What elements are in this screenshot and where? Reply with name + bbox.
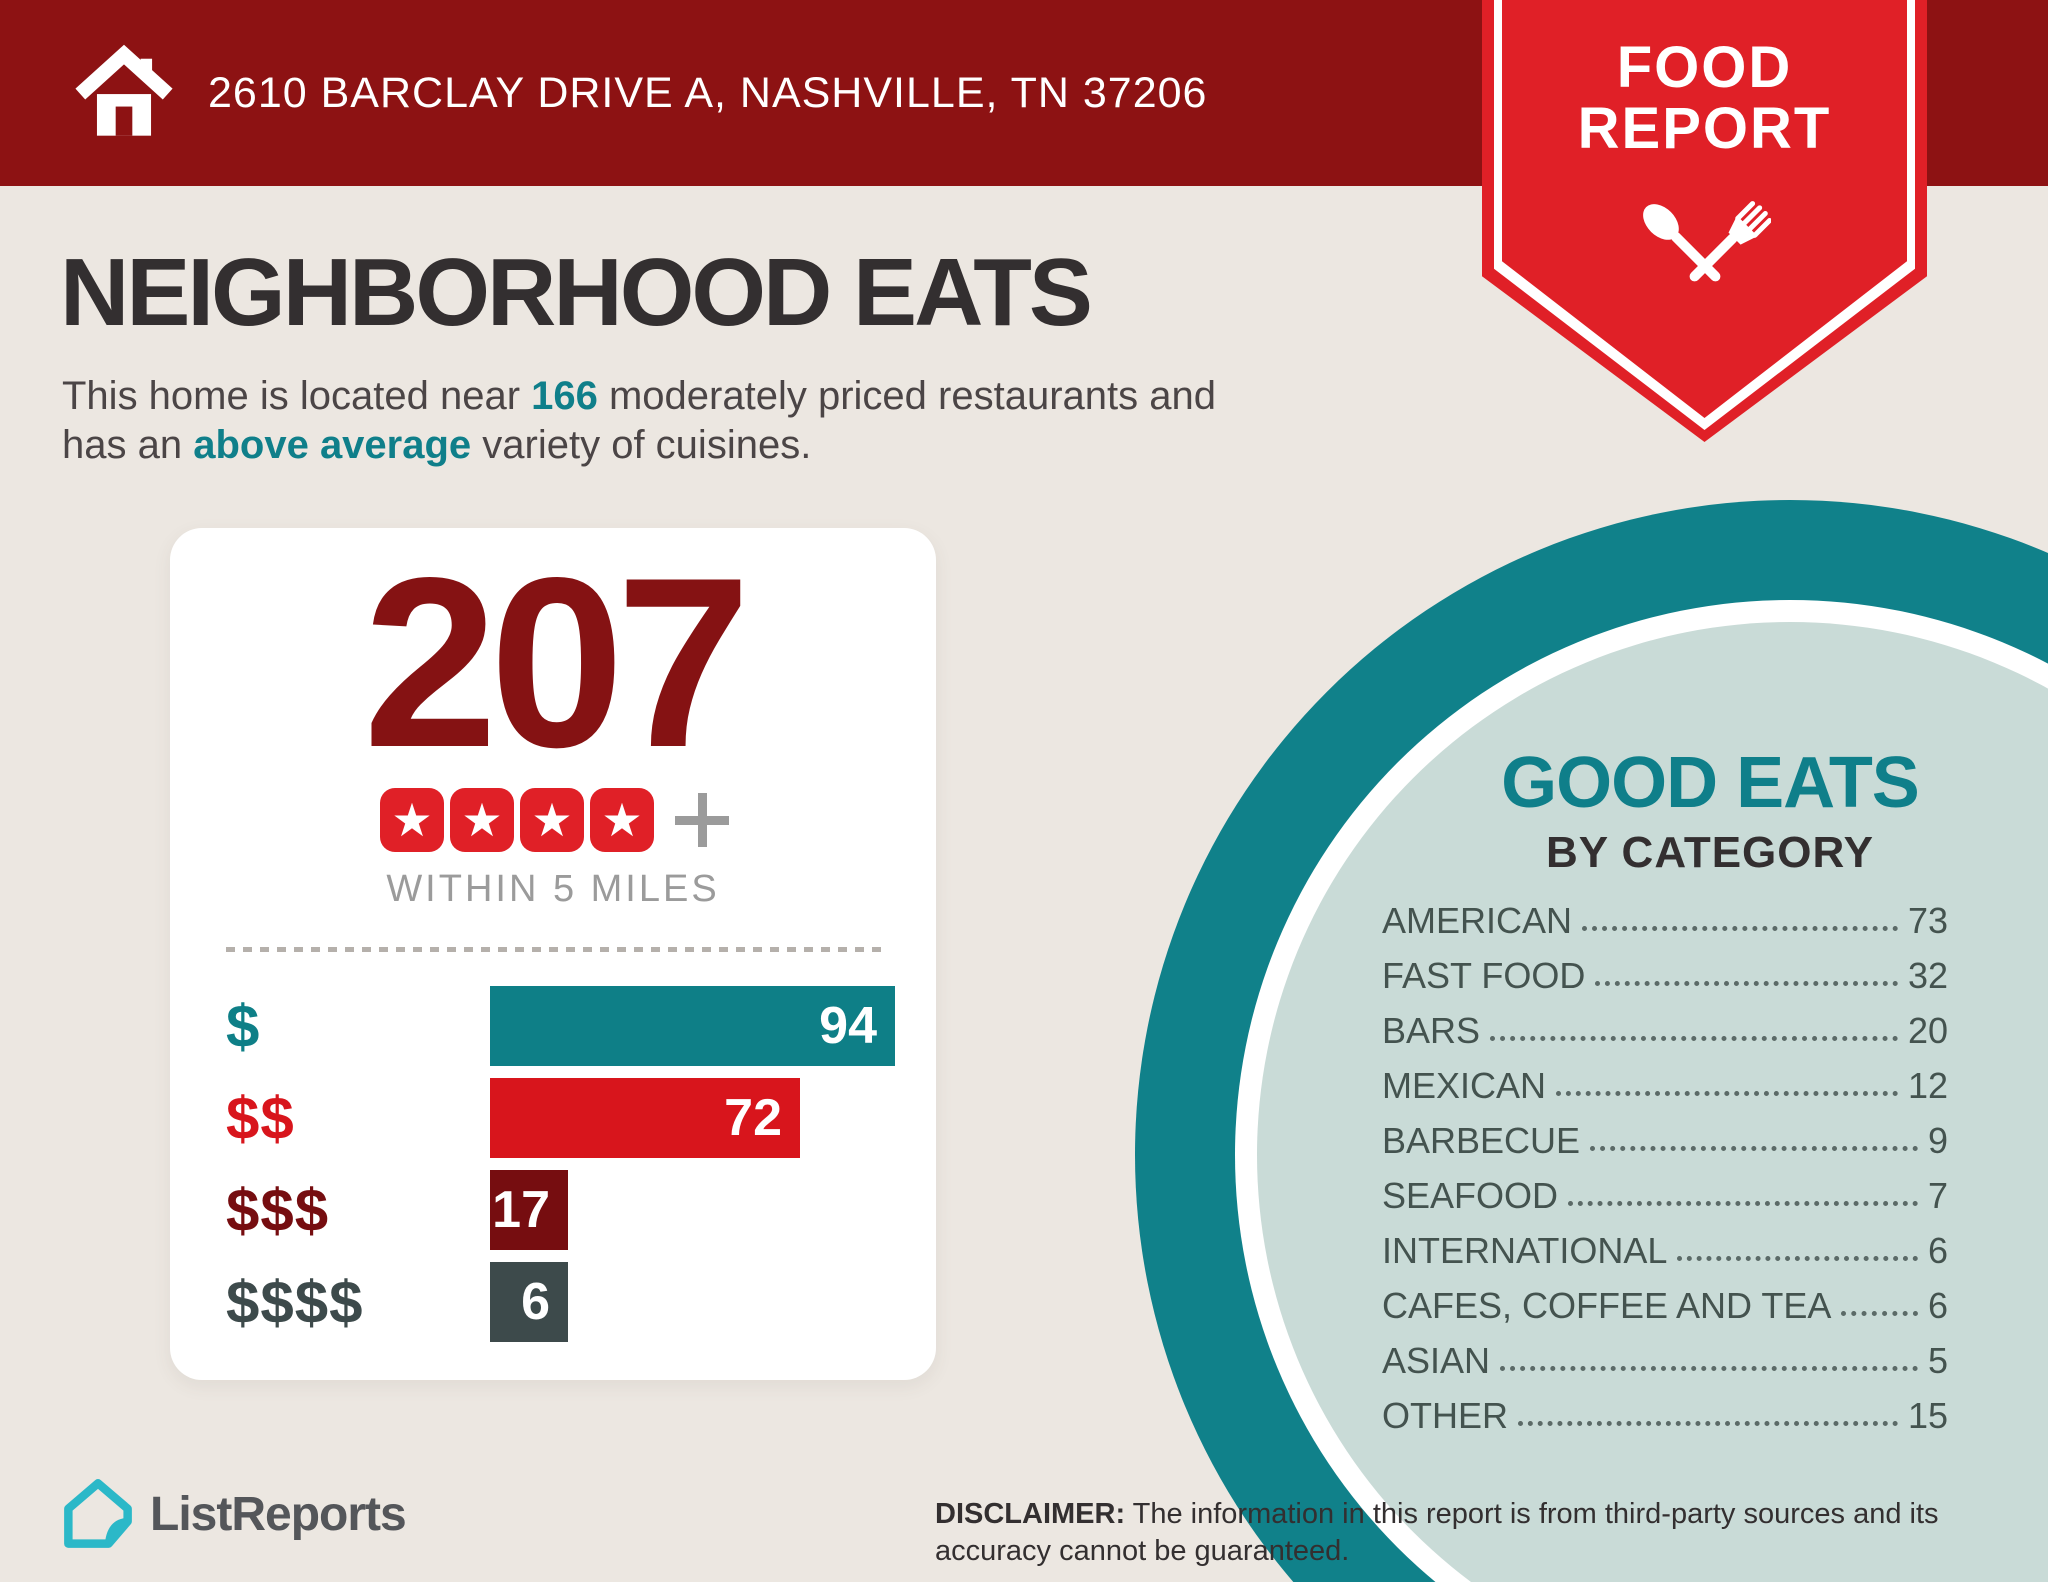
category-value: 5 bbox=[1927, 1340, 1948, 1381]
star-icon: ★ bbox=[450, 788, 514, 852]
price-level-label: $ bbox=[226, 992, 261, 1060]
price-level-label: $$$ bbox=[226, 1176, 330, 1244]
brand-name: ListReports bbox=[150, 1487, 407, 1541]
property-address: 2610 BARCLAY DRIVE A, NASHVILLE, TN 3720… bbox=[208, 68, 1208, 117]
category-label: OTHER bbox=[1382, 1395, 1508, 1436]
dotted-leader bbox=[1556, 1091, 1898, 1096]
subtitle-text: This home is located near bbox=[62, 374, 532, 418]
disclaimer-line1: DISCLAIMER: The information in this repo… bbox=[935, 1496, 1995, 1533]
home-icon bbox=[75, 44, 173, 136]
ribbon-line1: FOOD bbox=[1616, 35, 1793, 100]
restaurant-count: 207 bbox=[363, 528, 751, 798]
subtitle-text: has an bbox=[62, 422, 194, 467]
star-icon: ★ bbox=[590, 788, 654, 852]
star-glyph: ★ bbox=[391, 794, 433, 846]
star-glyph: ★ bbox=[461, 794, 503, 846]
subtitle-text: moderately priced restaurants and bbox=[597, 374, 1216, 418]
dotted-leader bbox=[1490, 1036, 1898, 1041]
price-bar-row: $$$ 17 bbox=[226, 1170, 936, 1250]
disclaimer: DISCLAIMER: The information in this repo… bbox=[935, 1496, 1995, 1570]
category-label: BARS bbox=[1382, 1010, 1481, 1051]
price-level-bar: 6 bbox=[490, 1262, 568, 1342]
star-icon: ★ bbox=[380, 788, 444, 852]
spoon-and-fork-icon bbox=[1642, 200, 1771, 282]
category-row: INTERNATIONAL 6 bbox=[1382, 1214, 1948, 1269]
ribbon-inner: FOOD REPORT bbox=[1502, 0, 1907, 418]
plus-icon bbox=[675, 793, 729, 847]
dotted-leader bbox=[1518, 1421, 1898, 1426]
listreports-logo: ListReports bbox=[62, 1478, 407, 1550]
category-list: AMERICAN 73 FAST FOOD 32 BARS 20 MEXICAN 12 BARB… bbox=[1382, 884, 1948, 1434]
star-icon: ★ bbox=[520, 788, 584, 852]
disclaimer-line2: accuracy cannot be guaranteed. bbox=[935, 1535, 1350, 1568]
restaurant-stats-card: 207 ★ ★ ★ ★ WITHIN 5 MILES $94 $$ 72 $$$ 17 $$$$… bbox=[170, 528, 936, 1380]
category-value: 20 bbox=[1907, 1010, 1948, 1051]
category-value: 15 bbox=[1907, 1395, 1948, 1436]
dotted-leader bbox=[1677, 1256, 1918, 1261]
subtitle-text: variety of cuisines. bbox=[471, 422, 812, 467]
price-bar-row: $$$$ 6 bbox=[226, 1262, 936, 1342]
page-subtitle: This home is located near 166 moderately… bbox=[62, 372, 1216, 470]
category-label: BARBECUE bbox=[1382, 1120, 1581, 1161]
category-label: INTERNATIONAL bbox=[1382, 1230, 1668, 1271]
category-label: ASIAN bbox=[1382, 1340, 1491, 1381]
category-label: AMERICAN bbox=[1382, 900, 1573, 941]
dotted-leader bbox=[1582, 926, 1898, 931]
good-eats-subtitle: BY CATEGORY bbox=[1545, 828, 1874, 877]
price-level-bar: 94 bbox=[490, 986, 895, 1066]
category-value: 73 bbox=[1907, 900, 1948, 941]
category-row: ASIAN 5 bbox=[1382, 1324, 1948, 1379]
dotted-leader bbox=[1841, 1311, 1918, 1316]
dotted-leader bbox=[1500, 1366, 1918, 1371]
category-row: AMERICAN 73 bbox=[1382, 884, 1948, 939]
subtitle-accent: 166 bbox=[531, 374, 598, 418]
category-label: FAST FOOD bbox=[1382, 955, 1586, 996]
category-value: 6 bbox=[1927, 1230, 1948, 1271]
good-eats-title: GOOD EATS bbox=[1501, 743, 1920, 823]
price-level-bar-chart: $94 $$ 72 $$$ 17 $$$$ 6 bbox=[170, 986, 936, 1342]
radius-note: WITHIN 5 MILES bbox=[386, 868, 720, 910]
category-row: FAST FOOD 32 bbox=[1382, 939, 1948, 994]
price-level-bar: 72 bbox=[490, 1078, 800, 1158]
subtitle-line: has an above average variety of cuisines… bbox=[62, 421, 1216, 470]
category-value: 6 bbox=[1927, 1285, 1948, 1326]
price-level-label: $$ bbox=[226, 1084, 295, 1152]
ribbon-line2: REPORT bbox=[1577, 95, 1832, 161]
category-value: 9 bbox=[1927, 1120, 1948, 1161]
category-value: 32 bbox=[1907, 955, 1948, 996]
category-row: BARS 20 bbox=[1382, 994, 1948, 1049]
category-value: 7 bbox=[1927, 1175, 1948, 1216]
price-level-label: $$$$ bbox=[226, 1268, 364, 1336]
price-bar-row: $94 bbox=[226, 986, 936, 1066]
dotted-leader bbox=[1595, 981, 1898, 986]
category-label: MEXICAN bbox=[1382, 1065, 1547, 1106]
category-label: CAFES, COFFEE AND TEA bbox=[1382, 1285, 1832, 1326]
disclaimer-label: DISCLAIMER: bbox=[935, 1498, 1126, 1530]
star-glyph: ★ bbox=[531, 794, 573, 846]
subtitle-accent: above average bbox=[193, 422, 472, 467]
star-rating-row: ★ ★ ★ ★ bbox=[170, 788, 936, 852]
category-row: BARBECUE 9 bbox=[1382, 1104, 1948, 1159]
subtitle-line: This home is located near 166 moderately… bbox=[62, 372, 1216, 421]
dashed-divider bbox=[225, 947, 881, 952]
dotted-leader bbox=[1568, 1201, 1918, 1206]
listreports-house-icon bbox=[64, 1479, 132, 1548]
category-row: OTHER 15 bbox=[1382, 1379, 1948, 1434]
food-report-ribbon: FOOD REPORT bbox=[1482, 0, 1927, 442]
category-row: MEXICAN 12 bbox=[1382, 1049, 1948, 1104]
category-label: SEAFOOD bbox=[1382, 1175, 1559, 1216]
ribbon-title: FOOD REPORT bbox=[1577, 35, 1832, 161]
price-bar-row: $$ 72 bbox=[226, 1078, 936, 1158]
category-value: 12 bbox=[1907, 1065, 1948, 1106]
star-glyph: ★ bbox=[601, 794, 643, 846]
category-row: CAFES, COFFEE AND TEA 6 bbox=[1382, 1269, 1948, 1324]
category-row: SEAFOOD 7 bbox=[1382, 1159, 1948, 1214]
price-level-bar: 17 bbox=[490, 1170, 568, 1250]
dotted-leader bbox=[1590, 1146, 1918, 1151]
disclaimer-line1-text: The information in this report is from t… bbox=[1125, 1498, 1939, 1530]
page-title: NEIGHBORHOOD EATS bbox=[60, 239, 1093, 346]
